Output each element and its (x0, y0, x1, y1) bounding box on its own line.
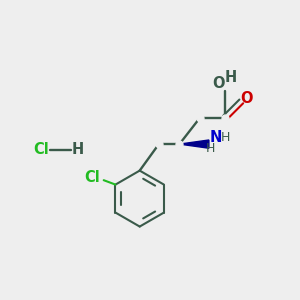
Text: H: H (220, 131, 230, 144)
Text: H: H (206, 142, 215, 155)
Text: N: N (210, 130, 222, 145)
Polygon shape (179, 140, 209, 148)
Text: O: O (240, 91, 253, 106)
Text: Cl: Cl (84, 170, 100, 185)
Text: H: H (72, 142, 84, 158)
Text: Cl: Cl (33, 142, 49, 158)
Text: H: H (225, 70, 237, 86)
Text: O: O (212, 76, 225, 91)
